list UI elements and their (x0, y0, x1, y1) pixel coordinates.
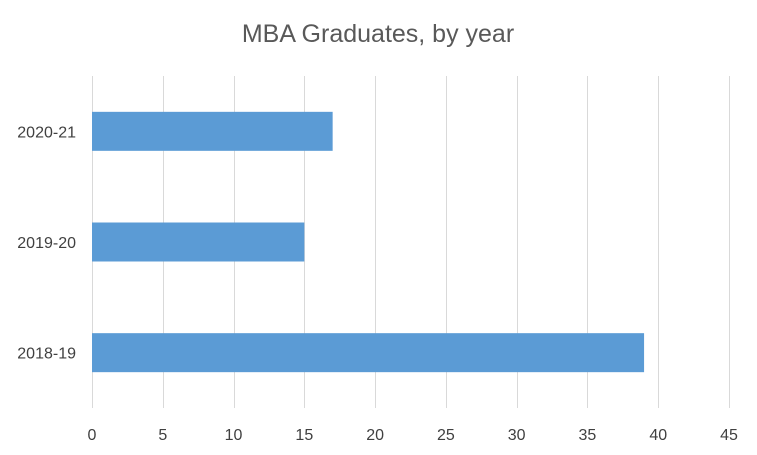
bar-2019-20 (92, 222, 305, 262)
x-tick-label: 15 (295, 427, 313, 444)
x-tick-label: 5 (158, 427, 167, 444)
y-axis-ticks: 2018-19 2019-20 2020-21 (17, 124, 76, 362)
x-axis-ticks: 0 5 10 15 20 25 30 35 40 45 (88, 427, 738, 444)
y-tick-label: 2019-20 (17, 235, 76, 252)
x-tick-label: 40 (649, 427, 667, 444)
chart-title: MBA Graduates, by year (242, 20, 514, 48)
bar-2018-19 (92, 333, 645, 373)
x-tick-label: 10 (225, 427, 243, 444)
y-tick-label: 2018-19 (17, 346, 76, 363)
bars (92, 111, 645, 373)
y-tick-label: 2020-21 (17, 124, 76, 141)
x-tick-label: 35 (579, 427, 597, 444)
x-tick-label: 25 (437, 427, 455, 444)
x-tick-label: 30 (508, 427, 526, 444)
x-tick-label: 0 (88, 427, 97, 444)
bar-2020-21 (92, 111, 333, 151)
x-tick-label: 20 (366, 427, 384, 444)
x-tick-label: 45 (720, 427, 738, 444)
